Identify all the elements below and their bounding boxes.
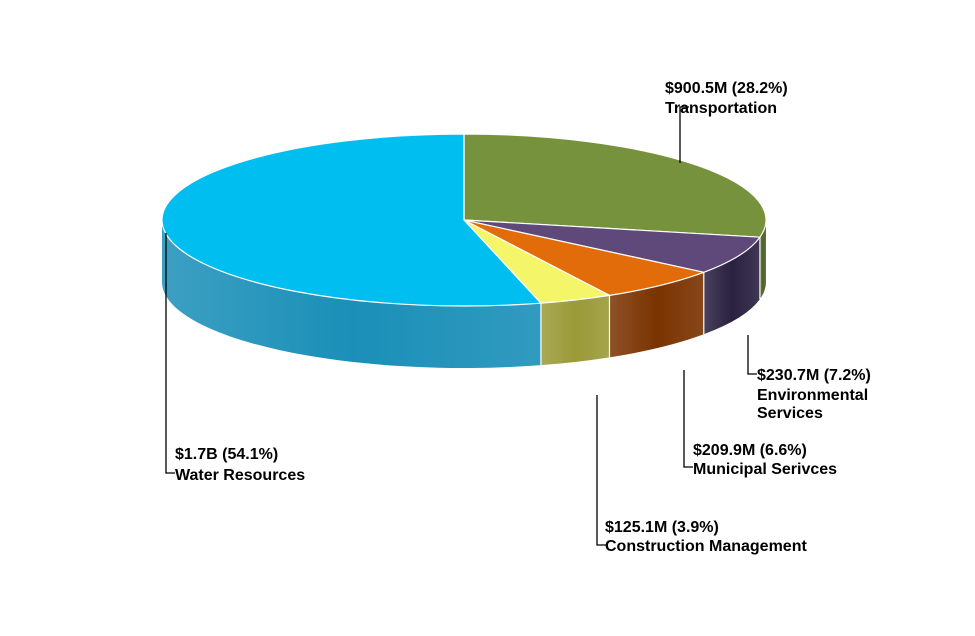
slice-side-environmental-services [703, 237, 760, 335]
data-labels: $900.5M (28.2%) Transportation $230.7M (7.… [175, 80, 871, 555]
slice-side-water-resources [162, 220, 541, 369]
slice-transportation [463, 133, 767, 238]
leader-line-construction-management [596, 395, 606, 546]
slice-environmental-services [463, 219, 761, 273]
value-label-municipal-serivces: $209.9M (6.6%) [693, 442, 807, 459]
pie-slices [161, 133, 767, 307]
slice-side-construction-management [540, 295, 610, 366]
category-label-transportation: Transportation [665, 100, 777, 117]
value-label-environmental-services: $230.7M (7.2%) [757, 367, 871, 384]
leader-lines [165, 106, 757, 546]
leader-line-environmental-services [747, 335, 757, 375]
slice-side-transportation [759, 220, 766, 300]
category-label-environmental-services: Environmental [757, 387, 868, 404]
category-label-municipal-serivces: Municipal Serivces [693, 461, 837, 478]
slice-municipal-serivces [463, 219, 705, 296]
value-label-water-resources: $1.7B (54.1%) [175, 446, 278, 463]
leader-line-water-resources [165, 233, 175, 474]
leader-line-transportation [679, 106, 689, 163]
category-label-environmental-services: Services [757, 405, 823, 422]
slice-water-resources [161, 133, 542, 307]
leader-line-municipal-serivces [683, 370, 693, 468]
value-label-transportation: $900.5M (28.2%) [665, 80, 788, 97]
category-label-construction-management: Construction Management [605, 538, 807, 555]
category-label-water-resources: Water Resources [175, 467, 305, 484]
pie-sides [162, 220, 766, 369]
slice-side-municipal-serivces [609, 272, 704, 358]
value-label-construction-management: $125.1M (3.9%) [605, 519, 719, 536]
